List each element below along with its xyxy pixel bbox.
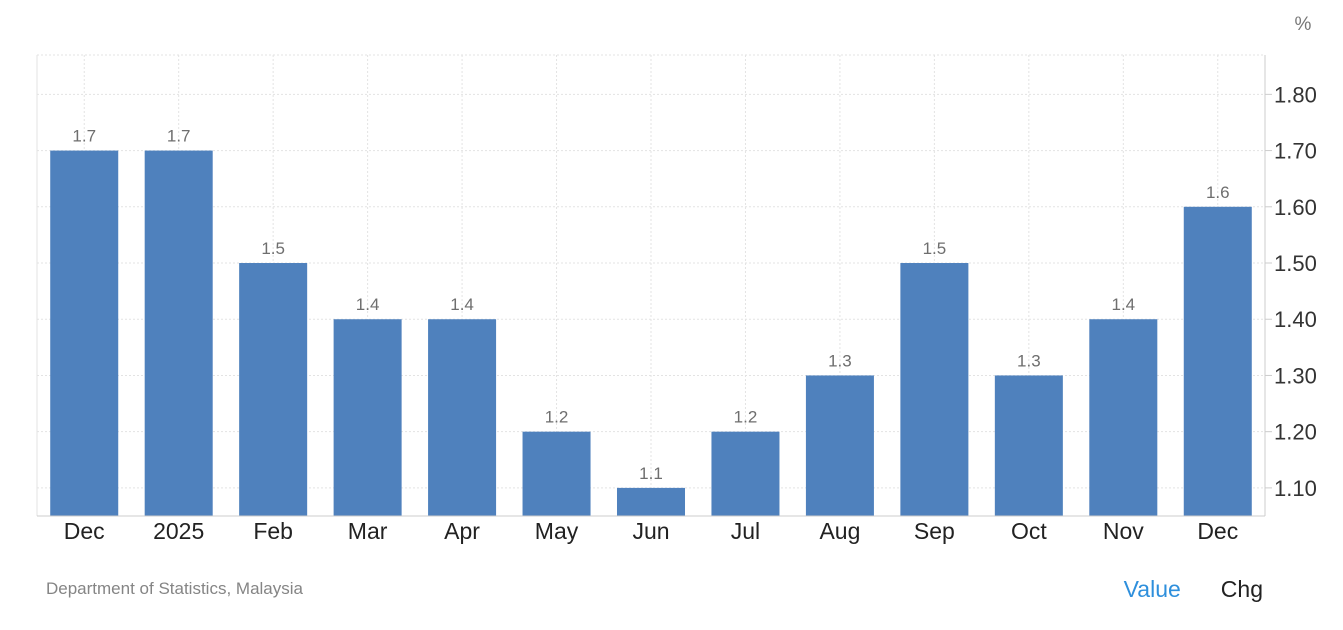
bar[interactable] — [805, 375, 874, 516]
bar[interactable] — [711, 431, 780, 516]
data-label: 1.5 — [261, 239, 285, 258]
data-label: 1.3 — [1017, 351, 1041, 370]
y-tick-label: 1.50 — [1274, 251, 1317, 276]
bar[interactable] — [50, 150, 119, 516]
bar[interactable] — [900, 263, 969, 516]
tab-chg[interactable]: Chg — [1220, 576, 1263, 602]
bar[interactable] — [333, 319, 402, 516]
bar[interactable] — [1089, 319, 1158, 516]
data-label: 1.7 — [72, 127, 96, 146]
data-label: 1.2 — [545, 408, 569, 427]
x-tick-label: Jul — [731, 518, 760, 544]
y-tick-label: 1.20 — [1274, 420, 1317, 445]
x-tick-label: Apr — [444, 518, 480, 544]
x-tick-label: Mar — [348, 518, 388, 544]
y-tick-label: 1.60 — [1274, 195, 1317, 220]
data-label: 1.1 — [639, 464, 663, 483]
x-tick-label: 2025 — [153, 518, 204, 544]
data-label: 1.5 — [923, 239, 947, 258]
bar[interactable] — [144, 150, 213, 516]
x-tick-label: Oct — [1011, 518, 1047, 544]
y-tick-label: 1.70 — [1274, 139, 1317, 164]
tab-value[interactable]: Value — [1123, 576, 1181, 602]
bar[interactable] — [428, 319, 497, 516]
axes: 1.10 1.20 1.30 1.40 1.50 1.60 1.70 1.80 Dec 2025 F… — [37, 55, 1317, 544]
data-label: 1.2 — [734, 408, 758, 427]
y-tick-label: 1.30 — [1274, 363, 1317, 388]
data-label: 1.4 — [1111, 295, 1135, 314]
y-tick-label: 1.40 — [1274, 307, 1317, 332]
data-label: 1.3 — [828, 351, 852, 370]
data-label: 1.4 — [356, 295, 380, 314]
view-tabs: Value Chg — [1124, 576, 1263, 603]
x-tick-label: May — [535, 518, 579, 544]
bar[interactable] — [1183, 206, 1252, 517]
data-label: 1.7 — [167, 127, 191, 146]
x-tick-label: Dec — [1197, 518, 1238, 544]
data-labels: 1.7 1.7 1.5 1.4 1.4 1.2 1.1 1.2 1.3 1.5 1.3 1.4 1.6 — [72, 127, 1229, 483]
data-label: 1.6 — [1206, 183, 1230, 202]
x-tick-label: Jun — [632, 518, 669, 544]
bar[interactable] — [994, 375, 1063, 516]
grid — [36, 54, 1265, 516]
source-label: Department of Statistics, Malaysia — [46, 579, 303, 598]
bar[interactable] — [239, 263, 308, 516]
x-tick-label: Feb — [253, 518, 293, 544]
bars — [50, 150, 1252, 517]
bar[interactable] — [522, 431, 591, 516]
bar[interactable] — [616, 487, 686, 516]
data-label: 1.4 — [450, 295, 474, 314]
x-tick-label: Nov — [1103, 518, 1144, 544]
y-tick-label: 1.10 — [1274, 476, 1317, 501]
x-tick-label: Sep — [914, 518, 955, 544]
x-tick-label: Aug — [819, 518, 860, 544]
y-tick-label: 1.80 — [1274, 82, 1317, 107]
y-unit-label: % — [1295, 14, 1312, 35]
x-tick-label: Dec — [64, 518, 105, 544]
